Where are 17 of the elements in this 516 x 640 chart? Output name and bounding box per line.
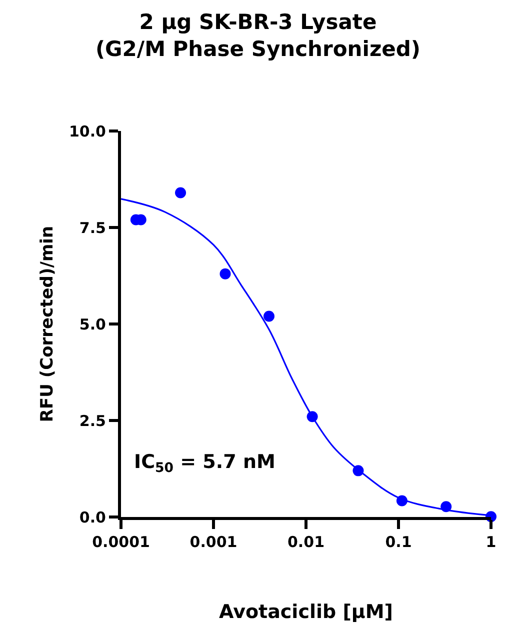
x-tick-label: 1 bbox=[486, 533, 496, 551]
y-tick-label: 0.0 bbox=[79, 508, 106, 526]
y-tick-label: 10.0 bbox=[68, 122, 106, 140]
point bbox=[175, 187, 186, 198]
point bbox=[220, 268, 231, 280]
chart-title: 2 µg SK-BR-3 Lysate (G2/M Phase Synchronized) bbox=[95, 10, 421, 62]
point bbox=[263, 310, 274, 322]
x-axis-title: Avotaciclib [µM] bbox=[219, 600, 393, 623]
y-axis-title: RFU (Corrected)/min bbox=[38, 226, 58, 422]
annotation: IC$_{50}$ = 5.7 nM bbox=[134, 451, 276, 476]
x-tick-label: 0.0001 bbox=[92, 533, 150, 551]
y-tick-label: 7.5 bbox=[79, 218, 106, 237]
x-tick-label: 0.001 bbox=[190, 533, 238, 551]
y-tick-label: 2.5 bbox=[79, 412, 106, 430]
x-tick-label: 0.01 bbox=[287, 533, 325, 551]
y-tick-label: 5.0 bbox=[79, 315, 106, 334]
x-tick-label: 0.1 bbox=[385, 533, 412, 551]
